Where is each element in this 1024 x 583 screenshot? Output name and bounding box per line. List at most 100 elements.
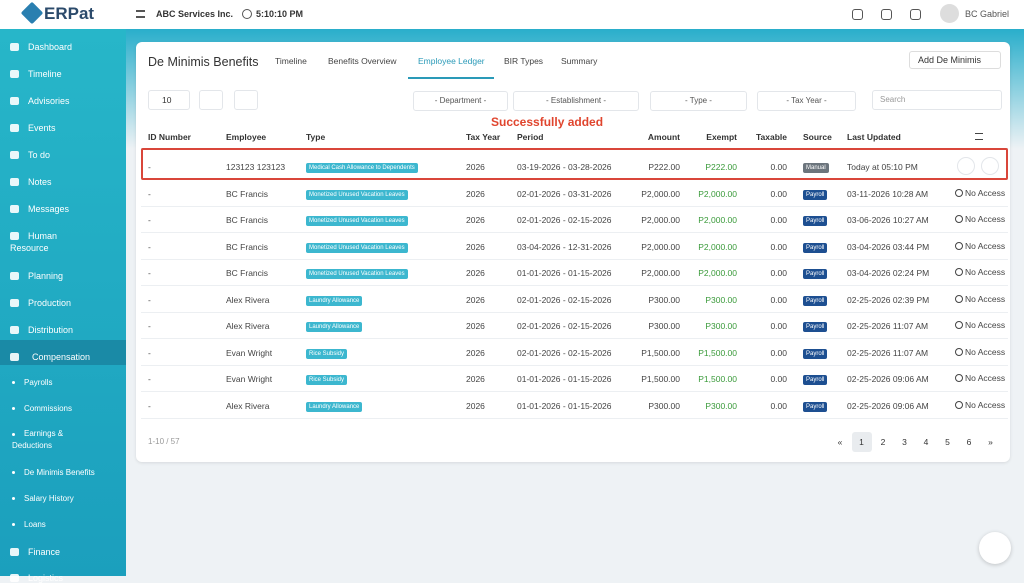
nav-subitem[interactable]: Payrolls — [24, 378, 53, 387]
page-button[interactable]: 5 — [937, 432, 958, 452]
clock-icon — [242, 9, 252, 19]
nav-item[interactable]: Compensation — [32, 352, 91, 362]
top-icon[interactable] — [910, 9, 921, 20]
tab-underline — [408, 77, 494, 79]
nav-item[interactable]: To do — [28, 150, 51, 160]
filter-select[interactable]: - Department - — [413, 91, 508, 111]
no-access-icon — [955, 268, 963, 276]
nav-item[interactable]: Human Resource — [10, 231, 58, 253]
nav-icon — [10, 272, 19, 280]
nav-icon — [10, 97, 19, 105]
page-button[interactable]: « — [830, 432, 850, 452]
column-header[interactable]: Period — [517, 132, 544, 142]
nav-item[interactable]: Advisories — [28, 96, 70, 106]
source-badge: Payroll — [803, 322, 828, 332]
column-header[interactable]: Amount — [647, 132, 680, 142]
page-size[interactable]: 10 — [148, 90, 190, 110]
add-button-label[interactable]: Add De Minimis — [918, 55, 982, 65]
tool-button[interactable] — [199, 90, 223, 110]
menu-icon — [136, 10, 145, 18]
nav-item[interactable]: Events — [28, 123, 56, 133]
column-header[interactable]: Exempt — [706, 132, 737, 142]
top-icon[interactable] — [881, 9, 892, 20]
cell: P1,500.00 — [641, 374, 680, 384]
page-button[interactable]: 3 — [894, 432, 915, 452]
tab[interactable]: BIR Types — [504, 56, 544, 66]
column-header[interactable]: ID Number — [148, 132, 191, 142]
chat-button[interactable] — [979, 532, 1011, 564]
add-button[interactable] — [909, 51, 1001, 69]
filter-select[interactable]: - Type - — [650, 91, 747, 111]
cell: P2,000.00 — [641, 268, 680, 278]
source-badge: Payroll — [803, 348, 828, 359]
cell: 0.00 — [770, 347, 787, 358]
nav-item[interactable]: Messages — [28, 204, 70, 214]
cell: 2026 — [466, 347, 485, 358]
highlight-box — [141, 148, 1008, 180]
cell: - — [148, 162, 151, 172]
columns-menu[interactable] — [975, 133, 983, 140]
nav-item[interactable]: Distribution — [28, 325, 74, 335]
top-icon[interactable] — [852, 9, 863, 20]
row-action[interactable] — [957, 157, 975, 175]
row-line — [141, 205, 1008, 207]
type-badge: Laundry Allowance — [306, 295, 363, 306]
filter-select[interactable]: - Establishment - — [513, 91, 639, 111]
nav-item[interactable]: Notes — [28, 177, 52, 187]
tab[interactable]: Employee Ledger — [418, 56, 485, 66]
nav-item[interactable]: Logistics — [28, 573, 64, 583]
nav-subitem[interactable]: Salary History — [24, 494, 74, 503]
column-header[interactable]: Type — [306, 132, 326, 142]
source-badge: Manual — [803, 163, 829, 173]
nav-icon — [10, 232, 19, 240]
page-button[interactable]: 4 — [916, 432, 936, 452]
cell: - — [148, 374, 151, 384]
nav-item[interactable]: Finance — [28, 547, 61, 557]
nav-item[interactable]: Planning — [28, 271, 64, 281]
nav-item[interactable]: Production — [28, 298, 72, 308]
sub-dot — [12, 381, 15, 384]
column-header[interactable]: Source — [803, 132, 832, 142]
filter-select[interactable]: - Tax Year - — [757, 91, 856, 111]
avatar[interactable] — [940, 4, 959, 23]
user[interactable]: BC Gabriel — [965, 9, 1010, 19]
nav-item[interactable]: Timeline — [28, 69, 62, 79]
page-button[interactable]: 6 — [959, 432, 979, 452]
nav-subitem[interactable]: Earnings & Deductions — [12, 429, 64, 450]
cell: 2026 — [466, 188, 485, 199]
tab[interactable]: Benefits Overview — [328, 56, 397, 66]
nav-item[interactable]: Dashboard — [28, 42, 73, 52]
tab[interactable]: Timeline — [275, 56, 307, 66]
nav-subitem[interactable]: Commissions — [24, 404, 73, 413]
page-button[interactable]: » — [980, 432, 1001, 452]
cell: P300.00 — [705, 321, 737, 331]
page-button[interactable]: 1 — [851, 432, 872, 452]
top-bar — [0, 0, 1024, 30]
cell: 02-25-2026 11:07 AM — [847, 347, 929, 358]
column-header[interactable]: Taxable — [755, 132, 787, 142]
cell: 02-25-2026 11:07 AM — [847, 321, 929, 331]
page-button[interactable]: 2 — [873, 432, 893, 452]
nav-icon — [10, 151, 19, 159]
cell: 2026 — [466, 374, 485, 384]
sub-dot — [12, 523, 15, 526]
cell: 01-01-2026 - 01-15-2026 — [517, 268, 612, 278]
nav-subitem[interactable]: Loans — [24, 520, 46, 529]
cell: P2,000.00 — [641, 241, 680, 252]
column-header[interactable]: Last Updated — [847, 132, 901, 142]
column-header[interactable]: Tax Year — [466, 132, 501, 142]
cell: P300.00 — [648, 294, 680, 305]
column-header[interactable]: Employee — [226, 132, 267, 142]
cell: P2,000.00 — [641, 188, 680, 199]
tab[interactable]: Summary — [561, 56, 598, 66]
row-action[interactable] — [981, 157, 999, 175]
cell: P2,000.00 — [698, 241, 737, 252]
tool-button[interactable] — [234, 90, 258, 110]
cell: 03-11-2026 10:28 AM — [847, 188, 929, 199]
search-input[interactable]: Search — [872, 90, 1002, 110]
cell: 02-25-2026 02:39 PM — [847, 294, 930, 305]
cell: Evan Wright — [226, 374, 273, 384]
nav-subitem[interactable]: De Minimis Benefits — [24, 468, 95, 477]
cell: 03-04-2026 02:24 PM — [847, 268, 930, 278]
row-line — [141, 285, 1008, 286]
